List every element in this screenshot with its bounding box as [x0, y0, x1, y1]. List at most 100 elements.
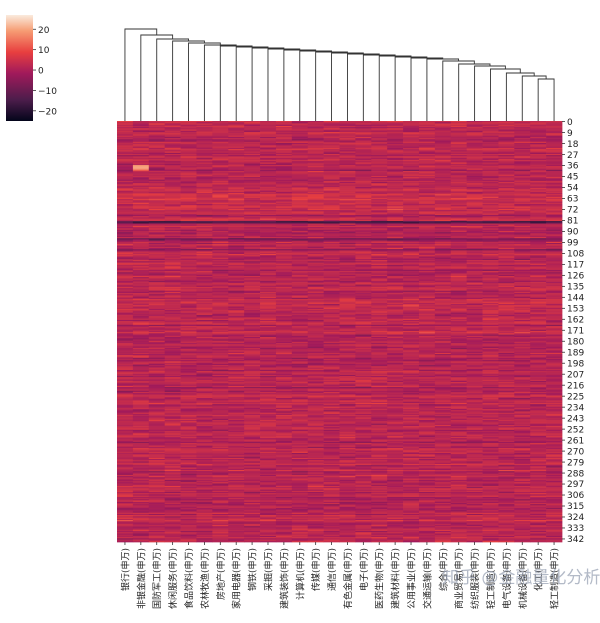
heatmap-cell — [148, 323, 166, 326]
heatmap-cell — [307, 193, 324, 195]
heatmap-cell — [196, 205, 213, 207]
heatmap-cell — [148, 127, 166, 129]
heatmap-cell — [355, 128, 372, 130]
heatmap-cell — [275, 329, 293, 332]
heatmap-cell — [180, 207, 197, 210]
heatmap-cell — [148, 251, 166, 254]
heatmap-cell — [291, 185, 309, 188]
heatmap-cell — [403, 129, 420, 132]
heatmap-cell — [450, 130, 467, 133]
heatmap-cell — [117, 234, 134, 237]
heatmap-cell — [450, 238, 467, 240]
heatmap-cell — [212, 323, 229, 326]
heatmap-cell — [450, 233, 467, 235]
heatmap-cell — [387, 194, 404, 196]
heatmap-cell — [180, 255, 197, 257]
heatmap-cell — [339, 305, 356, 307]
heatmap-cell — [291, 225, 309, 228]
heatmap-cell — [371, 322, 388, 324]
heatmap-cell — [530, 261, 547, 263]
heatmap-cell — [371, 274, 388, 277]
heatmap-cell — [530, 152, 547, 155]
heatmap-cell — [339, 274, 356, 277]
heatmap-cell — [498, 216, 515, 218]
heatmap-cell — [275, 224, 293, 227]
heatmap-cell — [339, 156, 356, 158]
heatmap-cell — [530, 222, 547, 224]
heatmap-cell — [434, 202, 452, 205]
heatmap-cell — [418, 257, 436, 260]
heatmap-cell — [371, 290, 388, 293]
heatmap-cell — [371, 330, 388, 333]
heatmap-cell — [466, 256, 483, 259]
heatmap-cell — [371, 244, 388, 246]
heatmap-cell — [117, 245, 134, 248]
heatmap-cell — [418, 166, 436, 168]
heatmap-cell — [244, 163, 261, 166]
heatmap-cell — [275, 218, 293, 221]
heatmap-cell — [418, 271, 436, 273]
heatmap-cell — [196, 186, 213, 189]
heatmap-cell — [117, 239, 134, 241]
heatmap-cell — [403, 189, 420, 191]
heatmap-cell — [117, 219, 134, 222]
heatmap-cell — [132, 191, 150, 194]
heatmap-cell — [546, 189, 563, 191]
heatmap-cell — [291, 166, 309, 168]
heatmap-cell — [148, 206, 166, 208]
heatmap-cell — [434, 288, 452, 290]
heatmap-cell — [260, 128, 277, 130]
heatmap-cell — [450, 168, 467, 171]
heatmap-cell — [403, 183, 420, 185]
heatmap-cell — [323, 261, 340, 263]
heatmap-cell — [387, 257, 404, 260]
heatmap-cell — [498, 245, 515, 248]
heatmap-cell — [418, 158, 436, 161]
heatmap-cell — [434, 280, 452, 283]
heatmap-cell — [546, 156, 563, 158]
heatmap-cell — [244, 195, 261, 198]
heatmap-cell — [244, 150, 261, 152]
heatmap-cell — [530, 197, 547, 200]
heatmap-cell — [275, 268, 293, 271]
heatmap-cell — [403, 172, 420, 174]
heatmap-cell — [196, 157, 213, 160]
heatmap-cell — [132, 178, 150, 180]
heatmap-cell — [387, 136, 404, 139]
heatmap-cell — [482, 312, 499, 315]
heatmap-cell — [180, 267, 197, 269]
heatmap-cell — [275, 243, 293, 245]
heatmap-cell — [514, 212, 531, 215]
heatmap-cell — [530, 186, 547, 189]
heatmap-cell — [355, 232, 372, 234]
heatmap-cell — [466, 294, 483, 296]
heatmap-cell — [196, 310, 213, 312]
heatmap-cell — [275, 317, 293, 320]
heatmap-cell — [117, 183, 134, 185]
heatmap-cell — [180, 308, 197, 311]
heatmap-cell — [196, 136, 213, 139]
heatmap-cell — [180, 264, 197, 267]
heatmap-cell — [275, 152, 293, 155]
heatmap-cell — [164, 135, 181, 138]
heatmap-cell — [196, 327, 213, 329]
heatmap-cell — [148, 214, 166, 217]
heatmap-cell — [291, 296, 309, 299]
heatmap-cell — [132, 152, 150, 155]
heatmap-cell — [498, 247, 515, 250]
heatmap-cell — [466, 136, 483, 139]
heatmap-cell — [260, 197, 277, 200]
heatmap-cell — [339, 299, 356, 301]
heatmap-cell — [530, 182, 547, 184]
heatmap-cell — [260, 166, 277, 168]
heatmap-cell — [212, 267, 229, 269]
heatmap-cell — [514, 318, 531, 321]
heatmap-cell — [132, 203, 150, 206]
heatmap-cell — [132, 172, 150, 174]
heatmap-cell — [275, 173, 293, 176]
heatmap-cell — [530, 151, 547, 154]
heatmap-cell — [371, 239, 388, 241]
heatmap-cell — [387, 266, 404, 268]
heatmap-cell — [403, 238, 420, 240]
heatmap-cell — [307, 122, 324, 124]
